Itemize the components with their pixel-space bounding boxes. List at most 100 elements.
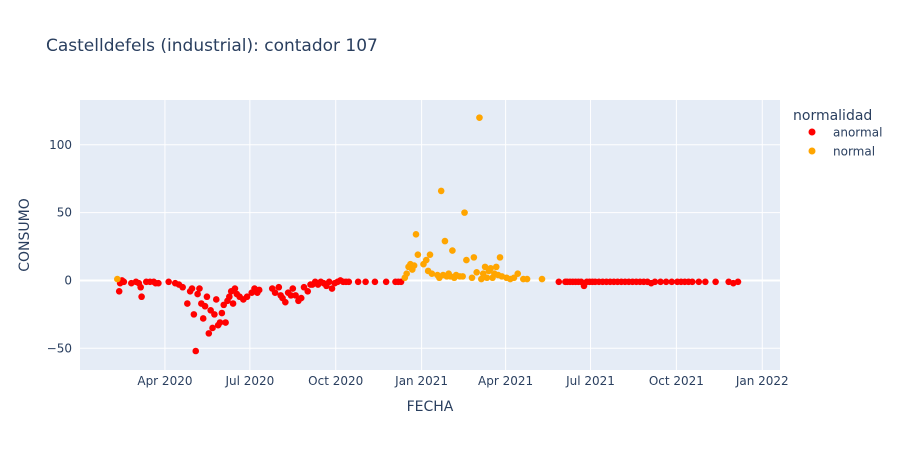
data-point-anormal[interactable] <box>226 293 233 301</box>
data-point-normal[interactable] <box>476 114 483 121</box>
legend-item-anormal[interactable]: anormal <box>808 126 883 140</box>
data-point-anormal[interactable] <box>555 278 563 286</box>
data-point-anormal[interactable] <box>165 278 172 286</box>
data-point-normal[interactable] <box>428 270 436 277</box>
data-point-normal[interactable] <box>496 254 504 261</box>
x-tick-label: Apr 2020 <box>137 374 192 388</box>
data-point-anormal[interactable] <box>229 300 237 307</box>
data-point-anormal[interactable] <box>216 319 224 326</box>
data-point-anormal[interactable] <box>657 278 664 286</box>
data-point-anormal[interactable] <box>205 330 213 337</box>
data-point-normal[interactable] <box>410 262 418 269</box>
data-point-anormal[interactable] <box>371 278 379 286</box>
data-point-anormal[interactable] <box>282 298 289 306</box>
data-point-anormal[interactable] <box>382 278 390 286</box>
data-point-anormal[interactable] <box>255 286 263 294</box>
data-point-anormal[interactable] <box>362 278 369 286</box>
data-point-normal[interactable] <box>470 254 478 261</box>
tick-labels: −50 0 50 100 Apr 2020 Jul 2020 Oct 2020 Jan 202… <box>47 138 789 388</box>
legend-marker-anormal <box>808 128 816 136</box>
data-point-anormal[interactable] <box>668 278 676 286</box>
series-normal[interactable] <box>114 114 546 283</box>
data-point-anormal[interactable] <box>688 278 696 286</box>
data-point-anormal[interactable] <box>201 302 209 310</box>
data-point-anormal[interactable] <box>155 279 162 287</box>
data-point-anormal[interactable] <box>211 311 218 318</box>
data-point-anormal[interactable] <box>196 285 203 292</box>
x-tick-label: Jul 2021 <box>565 374 615 388</box>
data-point-anormal[interactable] <box>287 292 295 299</box>
data-point-anormal[interactable] <box>695 278 703 286</box>
data-point-anormal[interactable] <box>275 283 283 291</box>
data-point-anormal[interactable] <box>345 278 353 286</box>
x-tick-label: Jul 2020 <box>224 374 274 388</box>
data-point-anormal[interactable] <box>297 294 305 302</box>
data-point-normal[interactable] <box>459 273 466 280</box>
data-point-normal[interactable] <box>514 270 522 277</box>
data-point-anormal[interactable] <box>212 296 220 303</box>
data-point-normal[interactable] <box>463 256 470 264</box>
data-point-normal[interactable] <box>468 274 476 282</box>
data-point-anormal[interactable] <box>662 278 670 286</box>
plot-area[interactable] <box>80 100 780 370</box>
data-point-anormal[interactable] <box>137 283 144 291</box>
data-point-anormal[interactable] <box>203 293 211 301</box>
data-point-normal[interactable] <box>441 237 449 245</box>
data-point-anormal[interactable] <box>192 347 200 355</box>
chart-title: Castelldefels (industrial): contador 107 <box>46 36 378 56</box>
data-point-normal[interactable] <box>538 275 546 283</box>
x-axis-label: FECHA <box>407 399 454 415</box>
data-point-anormal[interactable] <box>231 285 239 292</box>
data-point-normal[interactable] <box>422 256 430 264</box>
data-point-anormal[interactable] <box>222 319 229 326</box>
data-point-anormal[interactable] <box>328 285 336 292</box>
data-point-anormal[interactable] <box>243 293 251 301</box>
data-point-anormal[interactable] <box>354 278 362 286</box>
data-point-anormal[interactable] <box>179 283 186 291</box>
series-anormal[interactable] <box>115 277 742 355</box>
data-point-normal[interactable] <box>449 247 456 254</box>
data-point-anormal[interactable] <box>138 293 145 301</box>
data-point-normal[interactable] <box>483 274 491 282</box>
x-tick-label: Jan 2022 <box>735 374 789 388</box>
data-point-anormal[interactable] <box>199 315 207 322</box>
data-point-anormal[interactable] <box>218 309 226 317</box>
data-point-normal[interactable] <box>437 187 445 195</box>
data-point-normal[interactable] <box>403 270 410 277</box>
data-point-normal[interactable] <box>478 275 485 283</box>
data-point-anormal[interactable] <box>120 278 128 286</box>
y-tick-label: 0 <box>64 273 72 287</box>
legend-item-normal[interactable]: normal <box>808 145 876 159</box>
data-point-normal[interactable] <box>114 275 121 283</box>
data-point-anormal[interactable] <box>271 289 279 296</box>
data-point-anormal[interactable] <box>188 285 196 292</box>
grid-lines <box>80 100 780 370</box>
x-tick-label: Oct 2020 <box>308 374 363 388</box>
data-point-normal[interactable] <box>473 269 480 276</box>
data-point-anormal[interactable] <box>194 290 201 298</box>
data-point-normal[interactable] <box>412 231 420 238</box>
data-points[interactable] <box>114 114 742 355</box>
data-point-anormal[interactable] <box>712 278 719 286</box>
data-point-anormal[interactable] <box>325 278 333 286</box>
data-point-anormal[interactable] <box>292 292 299 299</box>
x-tick-label: Oct 2021 <box>649 374 704 388</box>
data-point-anormal[interactable] <box>209 324 216 332</box>
data-point-anormal[interactable] <box>289 285 297 292</box>
data-point-anormal[interactable] <box>651 278 659 286</box>
data-point-anormal[interactable] <box>702 278 709 286</box>
data-point-normal[interactable] <box>523 275 531 283</box>
data-point-anormal[interactable] <box>304 288 312 295</box>
legend-title: normalidad <box>793 108 872 124</box>
data-point-anormal[interactable] <box>115 288 123 295</box>
data-point-normal[interactable] <box>487 264 494 272</box>
data-point-normal[interactable] <box>426 251 434 258</box>
data-point-anormal[interactable] <box>734 278 742 286</box>
data-point-normal[interactable] <box>461 209 468 216</box>
data-point-anormal[interactable] <box>184 300 191 307</box>
data-point-normal[interactable] <box>492 263 500 271</box>
legend[interactable]: normalidad anormal normal <box>793 108 882 159</box>
data-point-normal[interactable] <box>414 251 422 258</box>
data-point-anormal[interactable] <box>190 311 198 318</box>
